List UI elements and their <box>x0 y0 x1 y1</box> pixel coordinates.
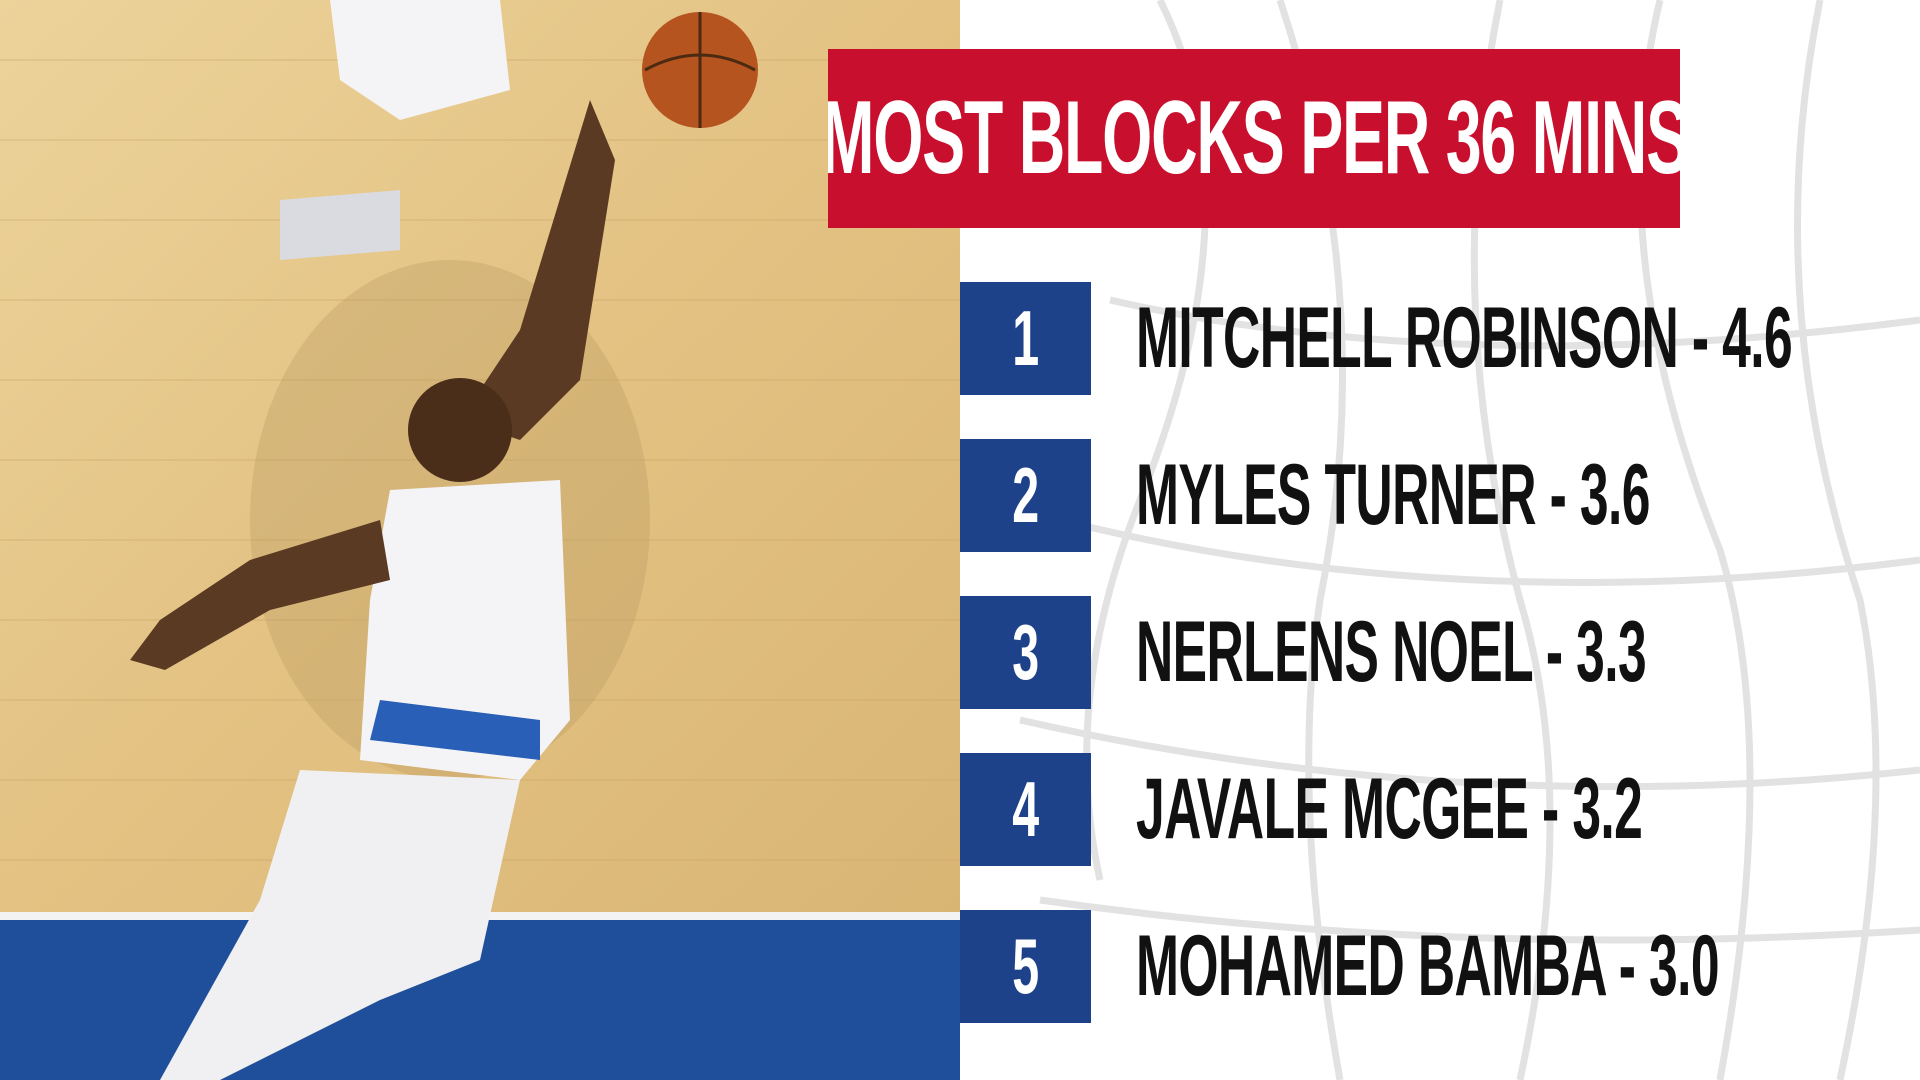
rank-badge: 5 <box>960 910 1091 1023</box>
rank-badge: 1 <box>960 282 1091 395</box>
player-stat: NERLENS NOEL - 3.3 <box>1136 604 1647 700</box>
photo <box>0 0 960 1080</box>
title: MOST BLOCKS PER 36 MINS <box>828 80 1680 196</box>
rank-number: 3 <box>1012 608 1039 696</box>
player-stat: MITCHELL ROBINSON - 4.6 <box>1136 290 1793 386</box>
rank-badge: 3 <box>960 596 1091 709</box>
rank-number: 5 <box>1012 922 1039 1010</box>
rank-badge: 4 <box>960 753 1091 866</box>
rank-badge: 2 <box>960 439 1091 552</box>
rank-number: 2 <box>1012 451 1039 539</box>
player-stat: JAVALE MCGEE - 3.2 <box>1136 761 1643 857</box>
player-stat: MYLES TURNER - 3.6 <box>1136 447 1650 543</box>
title-banner: MOST BLOCKS PER 36 MINS <box>828 49 1680 228</box>
rank-number: 1 <box>1012 294 1039 382</box>
player-stat: MOHAMED BAMBA - 3.0 <box>1136 918 1720 1014</box>
rank-number: 4 <box>1012 765 1039 853</box>
